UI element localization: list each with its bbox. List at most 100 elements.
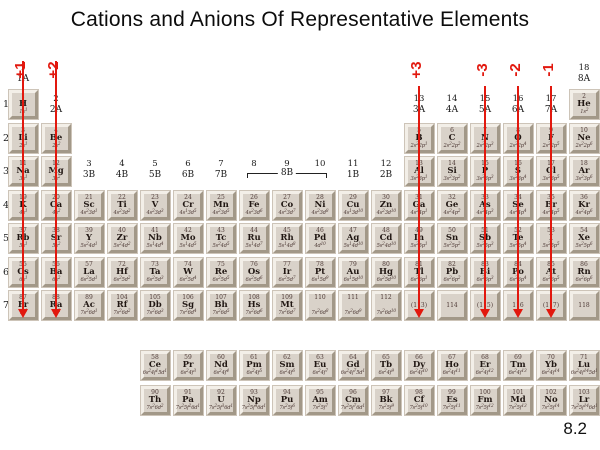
- group-letter: 8B: [277, 167, 297, 178]
- atomic-number: 45: [283, 227, 291, 234]
- group-letter: 8A: [577, 74, 591, 84]
- electron-config: 6s25d7: [278, 275, 296, 283]
- atomic-number: 109: [281, 294, 293, 301]
- group-label: 3 3B: [74, 159, 104, 181]
- electron-config: 5s14d7: [245, 242, 263, 249]
- element-tile: 47 Ag 5s14d10: [337, 223, 369, 254]
- atomic-number: 10: [580, 126, 588, 134]
- electron-config: 4s13d10: [343, 208, 363, 216]
- electron-config: 1s2: [579, 108, 589, 115]
- electron-config: 6s26p2: [443, 275, 461, 283]
- element-tile: 86 Rn 6s26p6: [568, 256, 600, 288]
- atomic-number: 79: [349, 260, 357, 268]
- electron-config: 7s25f76d1: [340, 403, 366, 411]
- element-symbol: Pa: [182, 394, 194, 405]
- element-tile: 60 Nd 6s24f4: [205, 350, 237, 381]
- atomic-number: 118: [578, 302, 590, 309]
- element-symbol: He: [577, 99, 591, 109]
- atomic-number: 41: [151, 227, 159, 234]
- element-symbol: Nd: [214, 360, 228, 370]
- atomic-number: 89: [85, 294, 93, 301]
- element-tile: 29 Cu 4s13d10: [337, 189, 369, 221]
- element-symbol: Cr: [182, 199, 194, 210]
- atomic-number: 43: [217, 227, 225, 234]
- element-tile: 79 Au 6s15d10: [337, 256, 369, 288]
- element-tile: 54 Xe 5s25p6: [568, 223, 600, 254]
- element-tile: 93 Np 7s25f46d1: [238, 384, 270, 416]
- element-symbol: Pr: [182, 360, 194, 370]
- atomic-number: 65: [382, 354, 390, 361]
- group-letter: 5B: [148, 170, 162, 180]
- electron-config: 2s22p6: [575, 141, 593, 149]
- group-number: 7: [218, 159, 224, 169]
- atomic-number: 71: [580, 354, 588, 361]
- element-tile: 39 Y 5s24d1: [73, 223, 105, 254]
- electron-config: 7s25f13: [509, 403, 527, 411]
- electron-config: 5s24d5: [212, 242, 230, 249]
- electron-config: 7s26d6: [245, 309, 263, 316]
- element-symbol: Fe: [248, 199, 260, 210]
- charge-arrow-head: [51, 308, 61, 318]
- charge-arrow-head: [18, 308, 28, 318]
- atomic-number: 75: [217, 260, 225, 268]
- atomic-number: 77: [283, 260, 291, 268]
- element-tile: 94 Pu 7s25f6: [271, 384, 303, 416]
- electron-config: 4s23d10: [376, 208, 396, 216]
- atomic-number: 108: [248, 294, 260, 301]
- atomic-number: 48: [382, 227, 390, 234]
- atomic-number: 70: [547, 354, 555, 361]
- electron-config: 7s26d9: [344, 309, 362, 316]
- electron-config: 3s23p5: [542, 175, 560, 182]
- atomic-number: 6: [450, 126, 454, 134]
- element-tile: 41 Nb 5s14d4: [139, 223, 171, 254]
- atomic-number: 23: [151, 193, 159, 201]
- element-tile: 68 Er 6s24f12: [469, 350, 501, 381]
- electron-config: 6s24f3: [180, 369, 196, 376]
- electron-config: 7s25f11: [443, 403, 461, 411]
- group-label: 6 6B: [173, 159, 203, 181]
- atomic-number: 90: [151, 388, 159, 396]
- element-tile: 96 Cm 7s25f76d1: [337, 384, 369, 416]
- atomic-number: 103: [578, 388, 590, 396]
- element-symbol: U: [217, 394, 225, 405]
- charge-arrow-line: [21, 61, 25, 309]
- electron-config: 6s24f11: [443, 369, 461, 376]
- element-tile: 95 Am 7s25f7: [304, 384, 336, 416]
- electron-config: 4s23d7: [278, 208, 296, 216]
- atomic-number: 104: [116, 294, 128, 301]
- electron-config: 4d10: [314, 242, 326, 249]
- atomic-number: 101: [512, 388, 524, 396]
- electron-config: 6s25d6: [245, 275, 263, 283]
- electron-config: 5s24d2: [113, 242, 131, 249]
- element-tile: 42 Mo 5s14d5: [172, 223, 204, 254]
- electron-config: 6s15d10: [343, 275, 363, 283]
- electron-config: 4s24p6: [575, 208, 593, 216]
- electron-config: 2s22p2: [443, 141, 461, 149]
- electron-config: 6s24f10: [410, 369, 428, 376]
- element-symbol: Cf: [413, 394, 425, 405]
- group-letter: 7B: [214, 170, 228, 180]
- group-label: 8: [239, 159, 269, 170]
- electron-config: 4s13d5: [179, 208, 197, 216]
- element-tile: 99 Es 7s25f11: [436, 384, 468, 416]
- period-number: 3: [2, 166, 10, 177]
- charge-label: -1: [540, 63, 557, 77]
- atomic-number: 44: [250, 227, 258, 234]
- element-tile: 14 Si 3s23p2: [436, 156, 468, 187]
- element-tile: 75 Re 6s25d5: [205, 256, 237, 288]
- element-symbol: Bh: [214, 300, 228, 310]
- element-tile: 26 Fe 4s23d6: [238, 189, 270, 221]
- element-tile: 18 Ar 3s23p6: [568, 156, 600, 187]
- element-symbol: Bk: [379, 394, 393, 405]
- element-symbol: Eu: [313, 360, 327, 370]
- element-symbol: Ti: [117, 199, 127, 210]
- atomic-number: 96: [349, 388, 357, 396]
- atomic-number: 86: [580, 260, 588, 268]
- electron-config: 7s25f36d1: [208, 403, 234, 411]
- electron-config: 6s24f5: [246, 369, 262, 376]
- element-symbol: Pm: [246, 360, 262, 370]
- element-symbol: Pb: [445, 266, 459, 277]
- atomic-number: 28: [316, 193, 324, 201]
- element-tile: 25 Mn 4s23d5: [205, 189, 237, 221]
